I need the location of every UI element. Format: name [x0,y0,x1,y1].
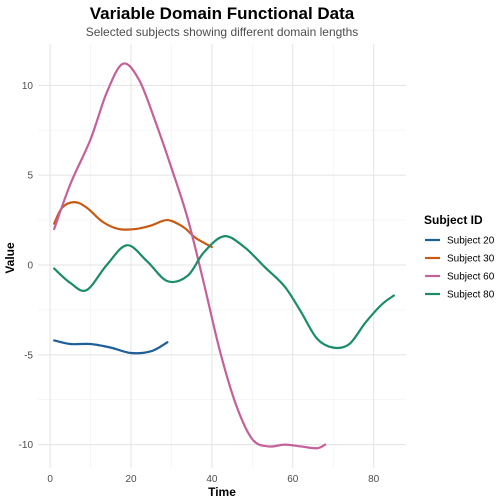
x-axis-ticks: 0 20 40 60 80 [47,474,379,485]
chart-title: Variable Domain Functional Data [90,4,355,23]
series-line-subject-80 [53,235,395,350]
series-line-subject-60 [53,62,327,450]
series-line-subject-30 [53,201,213,249]
y-tick-label: -5 [24,350,33,361]
plot-grid [38,44,406,468]
y-axis-ticks: -10 -5 0 5 10 [19,81,34,451]
y-axis-title: Value [3,242,17,274]
y-tick-label: -10 [19,440,34,451]
x-axis-title: Time [208,485,236,499]
series-layer [53,62,395,450]
x-tick-label: 60 [287,474,299,485]
legend-label-subject-30: Subject 30 [447,254,495,265]
legend: Subject ID Subject 20 Subject 30 Subject 6… [424,213,495,301]
y-tick-label: 0 [27,260,33,271]
legend-label-subject-60: Subject 60 [447,272,495,283]
y-tick-label: 10 [22,81,34,92]
x-tick-label: 40 [206,474,218,485]
legend-label-subject-80: Subject 80 [447,290,495,301]
x-tick-label: 20 [125,474,137,485]
y-tick-label: 5 [27,171,33,182]
chart-subtitle: Selected subjects showing different doma… [86,25,359,39]
legend-title: Subject ID [424,213,483,227]
x-tick-label: 0 [47,474,53,485]
x-tick-label: 80 [368,474,380,485]
legend-label-subject-20: Subject 20 [447,236,495,247]
series-line-subject-20 [53,339,169,355]
legend-items: Subject 20 Subject 30 Subject 60 Subject 80 [425,236,495,301]
